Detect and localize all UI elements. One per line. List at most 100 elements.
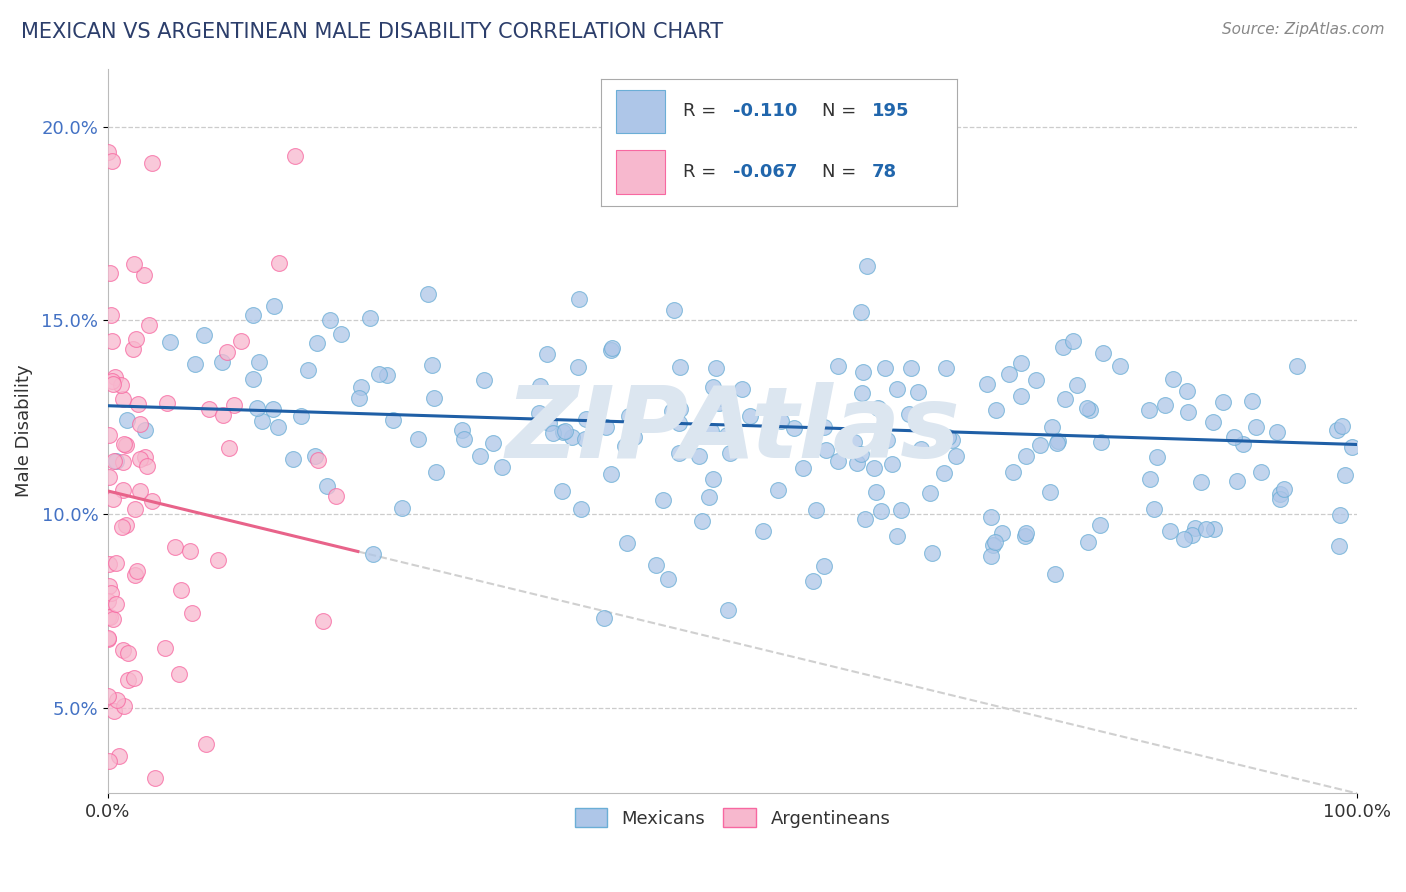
Point — [862, 461, 884, 475]
Point — [768, 483, 790, 497]
Point — [425, 465, 447, 479]
Point — [853, 512, 876, 526]
Point — [644, 558, 666, 573]
Point — [1040, 420, 1063, 434]
Point — [900, 361, 922, 376]
Point — [688, 449, 710, 463]
Point — [845, 457, 868, 471]
Point — [1268, 487, 1291, 501]
Point — [97, 594, 120, 608]
Point — [181, 607, 204, 621]
Point — [218, 441, 240, 455]
Point — [865, 485, 887, 500]
Point — [406, 432, 429, 446]
Point — [541, 425, 564, 440]
Point — [1202, 415, 1225, 429]
Point — [263, 299, 285, 313]
Point — [97, 428, 120, 442]
Point — [1329, 539, 1351, 553]
Point — [224, 398, 246, 412]
Point — [112, 698, 135, 713]
Point — [782, 420, 804, 434]
Point — [105, 597, 128, 611]
Point — [115, 518, 138, 533]
Point — [704, 360, 727, 375]
Point — [617, 409, 640, 424]
Point — [623, 430, 645, 444]
Point — [115, 438, 138, 452]
Point — [568, 292, 591, 306]
Point — [740, 409, 762, 424]
Point — [852, 365, 875, 379]
Point — [1265, 425, 1288, 440]
Point — [886, 529, 908, 543]
Point — [1159, 524, 1181, 538]
Point — [141, 493, 163, 508]
Point — [101, 377, 124, 392]
Point — [592, 611, 614, 625]
Point — [1189, 475, 1212, 490]
Point — [283, 452, 305, 467]
Point — [702, 473, 724, 487]
Point — [551, 425, 574, 439]
Point — [195, 737, 218, 751]
Point — [97, 631, 120, 645]
Point — [1272, 483, 1295, 497]
Point — [207, 553, 229, 567]
Point — [246, 401, 269, 416]
Point — [231, 334, 253, 348]
Point — [135, 459, 157, 474]
Point — [575, 412, 598, 426]
Point — [122, 671, 145, 685]
Point — [104, 557, 127, 571]
Point — [111, 520, 134, 534]
Point — [980, 509, 1002, 524]
Point — [128, 451, 150, 466]
Point — [122, 342, 145, 356]
Point — [108, 748, 131, 763]
Point — [529, 379, 551, 393]
Point — [250, 414, 273, 428]
Point — [856, 259, 879, 273]
Point — [97, 632, 120, 647]
Point — [669, 359, 692, 374]
Point — [284, 149, 307, 163]
Point — [453, 433, 475, 447]
Point — [661, 404, 683, 418]
Point — [138, 318, 160, 332]
Point — [1045, 436, 1067, 450]
Point — [886, 382, 908, 396]
Point — [179, 544, 201, 558]
Point — [368, 367, 391, 381]
Point — [1250, 465, 1272, 479]
Point — [100, 585, 122, 599]
Text: MEXICAN VS ARGENTINEAN MALE DISABILITY CORRELATION CHART: MEXICAN VS ARGENTINEAN MALE DISABILITY C… — [21, 22, 723, 42]
Point — [1002, 465, 1025, 479]
Point — [1066, 378, 1088, 392]
Point — [1202, 522, 1225, 536]
Point — [211, 408, 233, 422]
Point — [981, 538, 1004, 552]
Point — [1223, 430, 1246, 444]
Point — [752, 524, 775, 538]
Point — [690, 514, 713, 528]
Point — [122, 257, 145, 271]
Point — [111, 483, 134, 497]
Point — [211, 355, 233, 369]
Point — [1076, 401, 1098, 415]
Point — [595, 420, 617, 434]
Point — [491, 460, 513, 475]
Point — [97, 689, 120, 703]
Point — [984, 534, 1007, 549]
Point — [1212, 394, 1234, 409]
Point — [898, 407, 921, 421]
Point — [104, 370, 127, 384]
Point — [159, 334, 181, 349]
Point — [1184, 521, 1206, 535]
Point — [569, 502, 592, 516]
Point — [1010, 389, 1032, 403]
Point — [1175, 384, 1198, 398]
Point — [101, 374, 124, 388]
Point — [361, 547, 384, 561]
Point — [769, 414, 792, 428]
